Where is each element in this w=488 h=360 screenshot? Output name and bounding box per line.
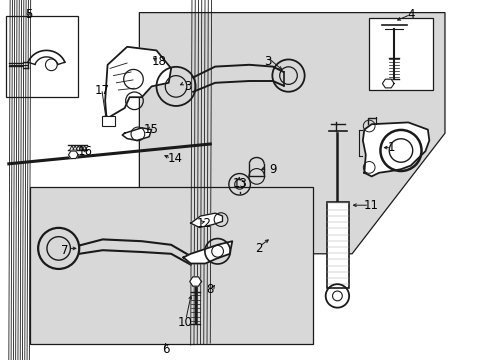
Polygon shape [189, 277, 201, 286]
Text: 3: 3 [184, 80, 192, 93]
Text: 6: 6 [162, 343, 170, 356]
Text: 18: 18 [151, 55, 166, 68]
Text: 8: 8 [206, 283, 214, 296]
Polygon shape [183, 241, 232, 264]
Text: 1: 1 [386, 141, 394, 154]
Text: 7: 7 [61, 244, 68, 257]
Bar [102, 116, 115, 126]
Polygon shape [362, 122, 428, 176]
Bar [326, 202, 348, 288]
Text: 13: 13 [232, 177, 246, 190]
Text: 15: 15 [144, 123, 159, 136]
Text: 12: 12 [197, 217, 211, 230]
Bar [368, 18, 432, 90]
Text: 14: 14 [167, 152, 182, 165]
Text: 10: 10 [177, 316, 192, 329]
Text: 17: 17 [94, 84, 109, 96]
Text: 4: 4 [406, 8, 414, 21]
Polygon shape [122, 128, 151, 140]
Text: 3: 3 [264, 55, 271, 68]
Bar [6, 16, 78, 97]
Polygon shape [30, 187, 312, 344]
Polygon shape [382, 79, 393, 88]
Text: 2: 2 [255, 242, 263, 255]
Polygon shape [190, 213, 222, 228]
Text: 5: 5 [24, 8, 32, 21]
Text: 16: 16 [78, 145, 93, 158]
Polygon shape [68, 151, 78, 158]
Polygon shape [139, 13, 444, 254]
Polygon shape [105, 47, 171, 119]
Text: 11: 11 [364, 199, 378, 212]
Text: 9: 9 [268, 163, 276, 176]
